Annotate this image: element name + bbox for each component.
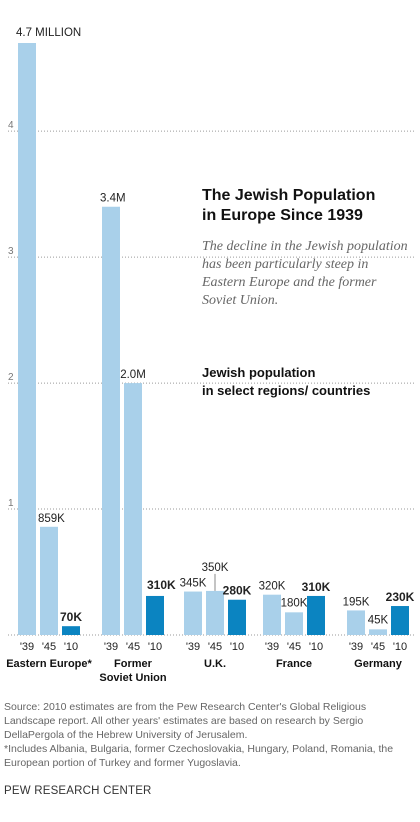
source-text: Source: 2010 estimates are from the Pew … <box>4 700 414 742</box>
value-label-2-1: 350K <box>202 562 229 574</box>
bar-0-0 <box>18 43 36 635</box>
bar-1-0 <box>102 207 120 635</box>
legend-label-line-2: in select regions/ countries <box>202 382 414 400</box>
bar-4-2 <box>391 606 409 635</box>
chart-subtitle: The decline in the Jewish population has… <box>202 238 414 310</box>
source-note: Source: 2010 estimates are from the Pew … <box>4 700 414 770</box>
bar-2-2 <box>228 600 246 635</box>
y-tick-label-4: 4 <box>8 120 14 131</box>
year-label-4-0: '39 <box>349 641 363 653</box>
y-tick-label-1: 1 <box>8 498 14 509</box>
legend-label: Jewish population in select regions/ cou… <box>202 364 414 400</box>
chart: 1 2 3 4 4.7 MILLION '39 859K '45 70K '10 Eastern E… <box>0 0 420 700</box>
group-label-4-0: Germany <box>354 658 403 670</box>
value-label-1-0: 3.4M <box>100 193 126 205</box>
chart-title-line-1: The Jewish Population <box>202 186 414 206</box>
bar-3-2 <box>307 596 325 635</box>
bar-0-2 <box>62 626 80 635</box>
bar-4-0 <box>347 610 365 635</box>
bar-2-0 <box>184 592 202 635</box>
group-label-2-0: U.K. <box>204 658 226 670</box>
value-label-4-0: 195K <box>343 596 370 608</box>
bar-0-1 <box>40 527 58 635</box>
year-label-4-1: '45 <box>371 641 385 653</box>
value-label-1-1: 2.0M <box>120 369 146 381</box>
year-label-3-2: '10 <box>309 641 323 653</box>
bar-1-1 <box>124 383 142 635</box>
year-label-0-2: '10 <box>64 641 78 653</box>
year-label-0-1: '45 <box>42 641 56 653</box>
value-label-0-1: 859K <box>38 513 65 525</box>
value-label-4-1: 45K <box>368 614 389 626</box>
value-label-3-0: 320K <box>259 581 286 593</box>
bar-3-0 <box>263 595 281 635</box>
bar-4-1 <box>369 629 387 635</box>
value-label-0-0: 4.7 MILLION <box>16 27 81 39</box>
year-label-3-0: '39 <box>265 641 279 653</box>
value-label-1-2: 310K <box>147 578 176 592</box>
value-label-3-2: 310K <box>302 580 331 594</box>
value-label-0-2: 70K <box>60 610 82 624</box>
year-label-2-0: '39 <box>186 641 200 653</box>
year-label-2-1: '45 <box>208 641 222 653</box>
value-label-2-2: 280K <box>223 584 252 598</box>
y-tick-label-2: 2 <box>8 372 14 383</box>
legend-label-line-1: Jewish population <box>202 364 414 382</box>
y-tick-label-3: 3 <box>8 246 14 257</box>
year-label-1-2: '10 <box>148 641 162 653</box>
chart-title: The Jewish Population in Europe Since 19… <box>202 186 414 226</box>
chart-title-line-2: in Europe Since 1939 <box>202 206 414 226</box>
year-label-4-2: '10 <box>393 641 407 653</box>
year-label-3-1: '45 <box>287 641 301 653</box>
group-label-0-0: Eastern Europe* <box>6 658 92 670</box>
footnote-text: *Includes Albania, Bulgaria, former Czec… <box>4 742 414 770</box>
year-label-1-1: '45 <box>126 641 140 653</box>
year-label-0-0: '39 <box>20 641 34 653</box>
group-label-1-1: Soviet Union <box>99 672 167 684</box>
bar-1-2 <box>146 596 164 635</box>
year-label-2-2: '10 <box>230 641 244 653</box>
group-label-3-0: France <box>276 658 312 670</box>
bar-3-1 <box>285 612 303 635</box>
year-label-1-0: '39 <box>104 641 118 653</box>
bar-2-1 <box>206 591 224 635</box>
value-label-3-1: 180K <box>281 597 308 609</box>
group-label-1-0: Former <box>114 658 153 670</box>
value-label-4-2: 230K <box>386 590 415 604</box>
value-label-2-0: 345K <box>180 578 207 590</box>
brand-label: PEW RESEARCH CENTER <box>4 785 152 797</box>
